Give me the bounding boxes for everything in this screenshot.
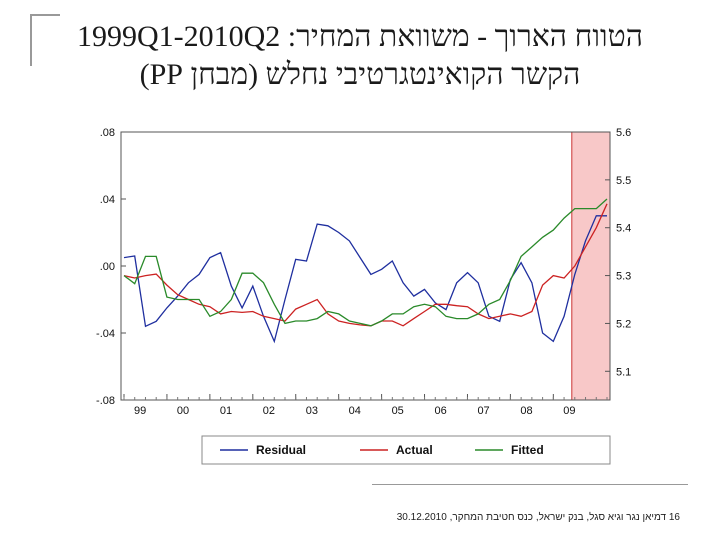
legend-label-fitted: Fitted bbox=[511, 443, 544, 457]
series-line-actual bbox=[123, 203, 608, 327]
left-axis-tick-label: -.04 bbox=[96, 328, 115, 340]
x-axis-tick-label: 05 bbox=[392, 405, 404, 417]
left-axis-tick-label: .08 bbox=[100, 127, 115, 139]
right-axis-tick-label: 5.6 bbox=[616, 127, 631, 139]
x-axis-tick-label: 08 bbox=[520, 405, 532, 417]
x-axis-tick-label: 06 bbox=[435, 405, 447, 417]
x-axis-tick-label: 07 bbox=[477, 405, 489, 417]
left-axis-tick-label: .04 bbox=[100, 194, 115, 206]
legend-label-residual: Residual bbox=[256, 443, 306, 457]
left-axis-tick-label: .00 bbox=[100, 261, 115, 273]
series-line-fitted bbox=[123, 198, 608, 327]
footer-page-number: 16 bbox=[668, 512, 680, 523]
footer-source-text: דמיאן נגר וגיא סגל, בנק ישראל, כנס חטיבת… bbox=[396, 512, 667, 523]
series-line-residual bbox=[123, 215, 607, 344]
regression-chart: .08 .04 .00 -.04 -.08 5.6 5.5 5.4 5.3 5.2 5.1 99 00 0… bbox=[96, 127, 631, 465]
title-corner-bracket-horizontal bbox=[30, 14, 60, 16]
right-axis-tick-label: 5.2 bbox=[616, 318, 631, 330]
slide-title-line-2: הקשר הקואינטגרטיבי נחלש (מבחן PP) bbox=[139, 58, 581, 91]
x-axis-tick-label: 02 bbox=[263, 405, 275, 417]
x-axis-tick-label: 03 bbox=[306, 405, 318, 417]
right-axis-tick-label: 5.3 bbox=[616, 271, 631, 283]
x-axis-tick-label: 09 bbox=[563, 405, 575, 417]
highlight-band bbox=[571, 131, 611, 401]
right-axis-tick-label: 5.4 bbox=[616, 223, 631, 235]
footer-divider bbox=[372, 484, 688, 485]
left-axis-tick-label: -.08 bbox=[96, 395, 115, 407]
legend-label-actual: Actual bbox=[396, 443, 433, 457]
slide-footer: 16 דמיאן נגר וגיא סגל, בנק ישראל, כנס חט… bbox=[355, 512, 680, 523]
x-axis-tick-label: 99 bbox=[134, 405, 146, 417]
x-axis-tick-label: 01 bbox=[220, 405, 232, 417]
x-axis-tick-label: 00 bbox=[177, 405, 189, 417]
slide-title-line-1: הטווח הארוך - משוואת המחיר: 1999Q1-2010Q… bbox=[76, 20, 644, 53]
right-axis-tick-label: 5.5 bbox=[616, 175, 631, 187]
right-axis-tick-label: 5.1 bbox=[616, 366, 631, 378]
title-corner-bracket-vertical bbox=[30, 14, 32, 66]
legend-frame bbox=[201, 435, 611, 465]
x-axis-tick-label: 04 bbox=[349, 405, 361, 417]
